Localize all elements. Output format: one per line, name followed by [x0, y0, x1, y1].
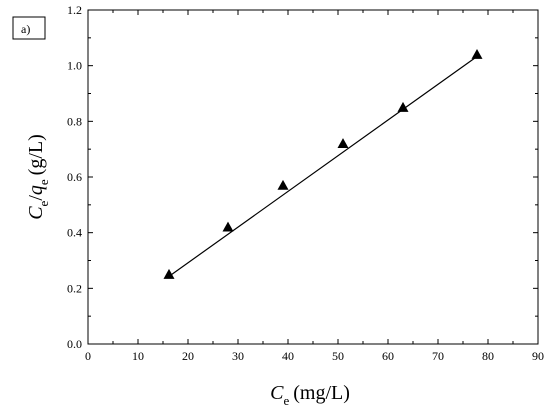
data-point-triangle [397, 101, 409, 112]
y-tick-label: 0.4 [67, 226, 82, 240]
linear-fit-line [168, 55, 478, 277]
y-tick-label: 0.0 [67, 337, 82, 351]
x-tick-label: 60 [382, 349, 394, 363]
x-tick-label: 0 [85, 349, 91, 363]
x-tick-label: 90 [532, 349, 544, 363]
x-tick-label: 50 [332, 349, 344, 363]
y-tick-label: 0.8 [67, 114, 82, 128]
data-point-triangle [277, 179, 289, 190]
data-point-triangle [471, 49, 483, 59]
x-tick-label: 80 [482, 349, 494, 363]
x-tick-label: 20 [182, 349, 194, 363]
y-tick-label: 1.0 [67, 59, 82, 73]
panel-label: a) [21, 22, 30, 36]
data-points [163, 49, 483, 279]
y-tick-label: 0.2 [67, 281, 82, 295]
data-point-triangle [163, 268, 175, 279]
plot-frame [87, 9, 539, 345]
y-axis: 0.0 0.2 0.4 0.6 0.8 1.0 1.2 [67, 3, 538, 351]
y-axis-title: Ce/qe(g/L) [25, 134, 51, 220]
x-tick-label: 30 [232, 349, 244, 363]
x-tick-label: 10 [132, 349, 144, 363]
data-point-triangle [222, 221, 234, 232]
x-axis-title: Ce (mg/L) [270, 382, 350, 408]
x-axis: 0 10 20 30 40 50 60 70 80 90 [85, 10, 544, 363]
y-tick-label: 0.6 [67, 170, 82, 184]
panel-label-box [12, 16, 46, 40]
data-point-triangle [337, 138, 349, 148]
fit-line-group [168, 55, 478, 277]
y-tick-label: 1.2 [67, 3, 82, 17]
x-tick-label: 70 [432, 349, 444, 363]
x-tick-label: 40 [282, 349, 294, 363]
